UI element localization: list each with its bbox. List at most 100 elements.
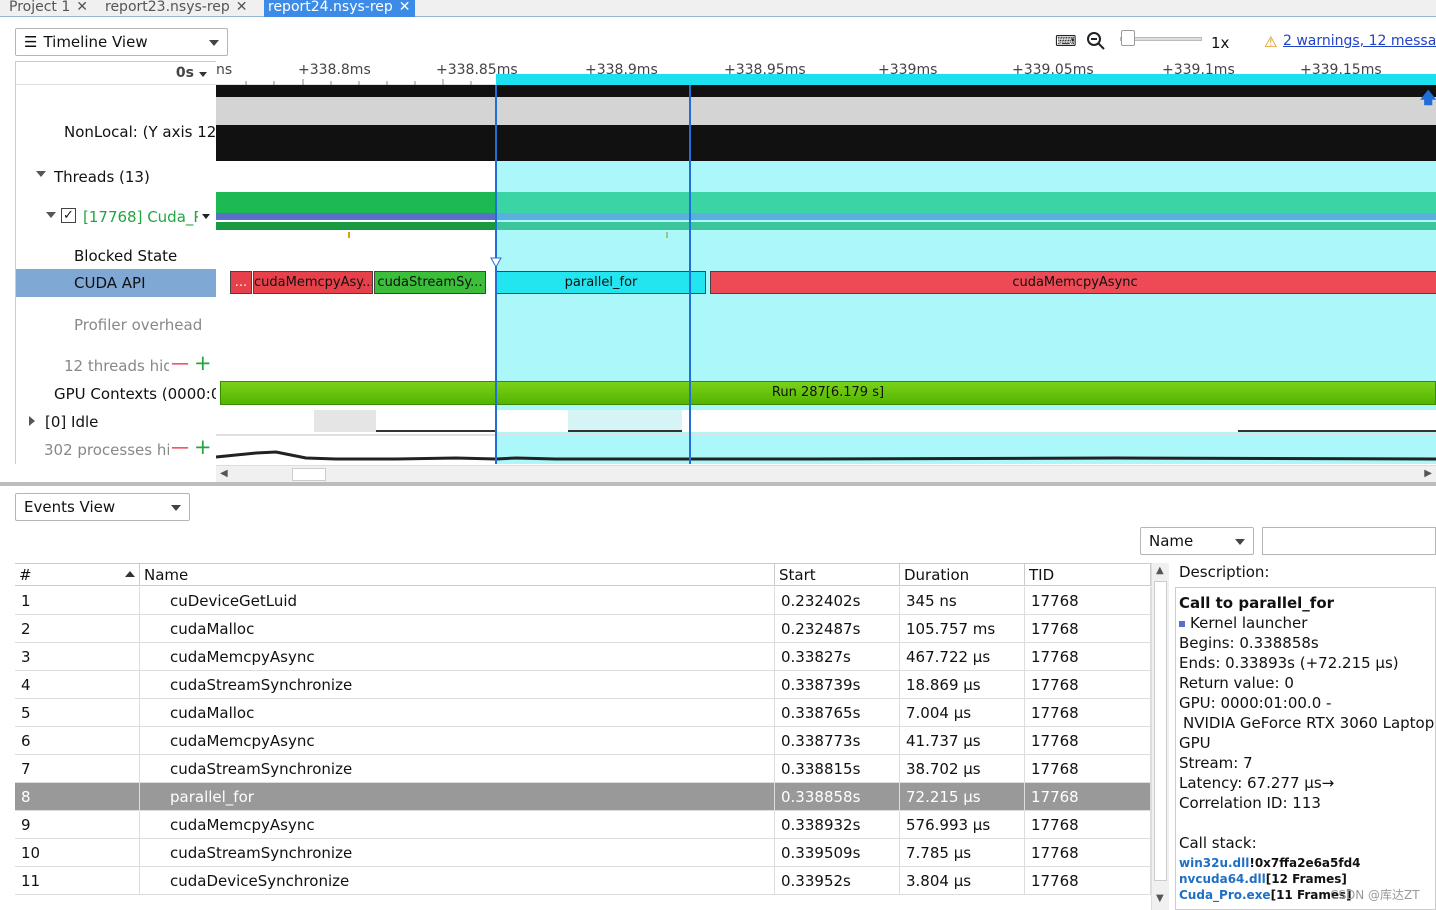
api-call-parallel-for[interactable]: parallel_for bbox=[496, 271, 706, 294]
tab-report24[interactable]: report24.nsys-rep ✕ bbox=[264, 0, 415, 17]
cell-name: cudaDeviceSynchronize bbox=[140, 867, 775, 895]
cell-name: cudaMemcpyAsync bbox=[140, 727, 775, 755]
table-row[interactable]: 7 cudaStreamSynchronize 0.338815s 38.702 μs… bbox=[15, 755, 1151, 783]
expand-icon[interactable] bbox=[29, 416, 35, 426]
thread-marker bbox=[348, 232, 350, 238]
cell-start: 0.232402s bbox=[775, 587, 900, 615]
divider bbox=[216, 434, 1436, 436]
cell-tid: 17768 bbox=[1025, 755, 1151, 783]
cell-tid: 17768 bbox=[1025, 587, 1151, 615]
keyboard-icon[interactable]: ⌨ bbox=[1055, 32, 1077, 50]
gpu-name-line: NVIDIA GeForce RTX 3060 Laptop bbox=[1183, 714, 1435, 732]
cell-start: 0.33952s bbox=[775, 867, 900, 895]
close-icon[interactable]: ✕ bbox=[235, 0, 248, 15]
slider-handle[interactable] bbox=[1121, 30, 1135, 46]
timeline-scrollbar[interactable]: ◀ ▶ bbox=[216, 465, 1436, 482]
table-row[interactable]: 2 cudaMalloc 0.232487s 105.757 ms 17768 bbox=[15, 615, 1151, 643]
row-label-threads: Threads (13) bbox=[54, 168, 150, 186]
table-row[interactable]: 1 cuDeviceGetLuid 0.232402s 345 ns 17768 bbox=[15, 587, 1151, 615]
search-input[interactable] bbox=[1262, 527, 1436, 555]
cell-start: 0.232487s bbox=[775, 615, 900, 643]
expand-icon[interactable] bbox=[46, 212, 56, 218]
selection-end-marker[interactable] bbox=[689, 85, 691, 464]
idle-line bbox=[376, 430, 496, 432]
cell-name: cuDeviceGetLuid bbox=[140, 587, 775, 615]
table-row[interactable]: 10 cudaStreamSynchronize 0.339509s 7.785 μs… bbox=[15, 839, 1151, 867]
chevron-down-icon bbox=[171, 505, 181, 511]
cell-name: cudaMemcpyAsync bbox=[140, 643, 775, 671]
events-scrollbar[interactable]: ▲ ▼ bbox=[1151, 563, 1169, 910]
close-icon[interactable]: ✕ bbox=[398, 0, 411, 15]
cell-start: 0.33827s bbox=[775, 643, 900, 671]
column-header-name[interactable]: Name bbox=[140, 564, 775, 586]
warning-icon: ⚠ bbox=[1264, 33, 1278, 51]
correlation-line: Correlation ID: 113 bbox=[1179, 794, 1321, 812]
scroll-thumb[interactable] bbox=[1154, 581, 1167, 881]
pane-splitter[interactable] bbox=[0, 482, 1436, 486]
frame-module[interactable]: nvcuda64.dll bbox=[1179, 872, 1266, 886]
view-select[interactable]: ☰ Timeline View bbox=[15, 28, 228, 56]
kernel-color-icon bbox=[1179, 620, 1185, 627]
description-box bbox=[1175, 587, 1436, 910]
plus-icon[interactable]: + bbox=[194, 351, 212, 375]
table-row[interactable]: 5 cudaMalloc 0.338765s 7.004 μs 17768 bbox=[15, 699, 1151, 727]
column-header-label: # bbox=[19, 566, 32, 584]
timeline-tracks[interactable]: ns +338.8ms +338.85ms +338.9ms +338.95ms… bbox=[216, 61, 1436, 464]
cell-start: 0.338739s bbox=[775, 671, 900, 699]
column-header-num[interactable]: # bbox=[15, 564, 140, 586]
filter-select-label: Name bbox=[1149, 532, 1194, 550]
scroll-up-icon[interactable]: ▲ bbox=[1156, 565, 1164, 576]
minus-icon[interactable]: — bbox=[171, 353, 189, 374]
chevron-down-icon[interactable] bbox=[202, 214, 210, 219]
cell-num: 9 bbox=[15, 811, 140, 839]
scroll-down-icon[interactable]: ▼ bbox=[1156, 893, 1164, 904]
api-call-memcpy[interactable]: cudaMemcpyAsy... bbox=[253, 271, 373, 294]
column-header-duration[interactable]: Duration bbox=[900, 564, 1025, 586]
row-label-thread[interactable]: [17768] Cuda_P bbox=[83, 208, 198, 226]
table-row[interactable]: 3 cudaMemcpyAsync 0.33827s 467.722 μs 17768 bbox=[15, 643, 1151, 671]
expand-icon[interactable] bbox=[36, 171, 46, 177]
zoom-slider[interactable] bbox=[1120, 30, 1202, 48]
cell-num: 2 bbox=[15, 615, 140, 643]
api-call-streamsync[interactable]: cudaStreamSy... bbox=[374, 271, 486, 294]
plus-icon[interactable]: + bbox=[194, 435, 212, 459]
row-label-cuda-api: CUDA API bbox=[74, 274, 146, 292]
scroll-right-icon[interactable]: ▶ bbox=[1424, 468, 1432, 479]
events-view-select[interactable]: Events View bbox=[15, 493, 190, 521]
gpu-run-bar[interactable]: Run 287[6.179 s] bbox=[220, 381, 1436, 405]
column-header-start[interactable]: Start bbox=[775, 564, 900, 586]
tick-label: +339.05ms bbox=[1012, 62, 1094, 78]
filter-select[interactable]: Name bbox=[1140, 527, 1254, 555]
time-ruler[interactable]: ns +338.8ms +338.85ms +338.9ms +338.95ms… bbox=[216, 61, 1436, 85]
chevron-down-icon[interactable] bbox=[199, 72, 207, 77]
selection-start-marker[interactable] bbox=[495, 85, 497, 464]
latency-line[interactable]: Latency: 67.277 μs→ bbox=[1179, 774, 1335, 792]
cell-name: cudaMemcpyAsync bbox=[140, 811, 775, 839]
api-call-small[interactable]: ... bbox=[230, 271, 252, 294]
minus-icon[interactable]: — bbox=[171, 437, 189, 458]
table-row[interactable]: 8 parallel_for 0.338858s 72.215 μs 17768 bbox=[15, 783, 1151, 811]
warnings-link[interactable]: 2 warnings, 12 messa bbox=[1283, 33, 1436, 49]
tab-project-1[interactable]: Project 1 ✕ bbox=[9, 0, 88, 17]
tick-label: +339.15ms bbox=[1300, 62, 1382, 78]
column-header-tid[interactable]: TID bbox=[1025, 564, 1151, 586]
arrow-up-icon[interactable]: 🡅 bbox=[1420, 88, 1436, 107]
row-label-nonlocal: NonLocal: (Y axis 122 bbox=[64, 123, 216, 141]
cuda-api-row-label[interactable]: CUDA API bbox=[16, 269, 216, 297]
frame-module[interactable]: win32u.dll bbox=[1179, 856, 1250, 870]
gpu-tail-line: GPU bbox=[1179, 734, 1211, 752]
table-row[interactable]: 4 cudaStreamSynchronize 0.338739s 18.869 μs… bbox=[15, 671, 1151, 699]
frame-module[interactable]: Cuda_Pro.exe bbox=[1179, 888, 1271, 902]
scroll-left-icon[interactable]: ◀ bbox=[220, 468, 228, 479]
table-row[interactable]: 11 cudaDeviceSynchronize 0.33952s 3.804 μs 1… bbox=[15, 867, 1151, 895]
table-row[interactable]: 9 cudaMemcpyAsync 0.338932s 576.993 μs 17768 bbox=[15, 811, 1151, 839]
table-row[interactable]: 6 cudaMemcpyAsync 0.338773s 41.737 μs 17768 bbox=[15, 727, 1151, 755]
thread-checkbox[interactable]: ✓ bbox=[61, 208, 76, 223]
cell-name: cudaMalloc bbox=[140, 699, 775, 727]
chevron-down-icon bbox=[1235, 539, 1245, 545]
tab-report23[interactable]: report23.nsys-rep ✕ bbox=[105, 0, 248, 17]
zoom-out-icon[interactable] bbox=[1086, 31, 1106, 55]
api-call-memcpy-async[interactable]: cudaMemcpyAsync bbox=[710, 271, 1436, 294]
close-icon[interactable]: ✕ bbox=[76, 0, 88, 15]
scroll-thumb[interactable] bbox=[292, 468, 326, 481]
